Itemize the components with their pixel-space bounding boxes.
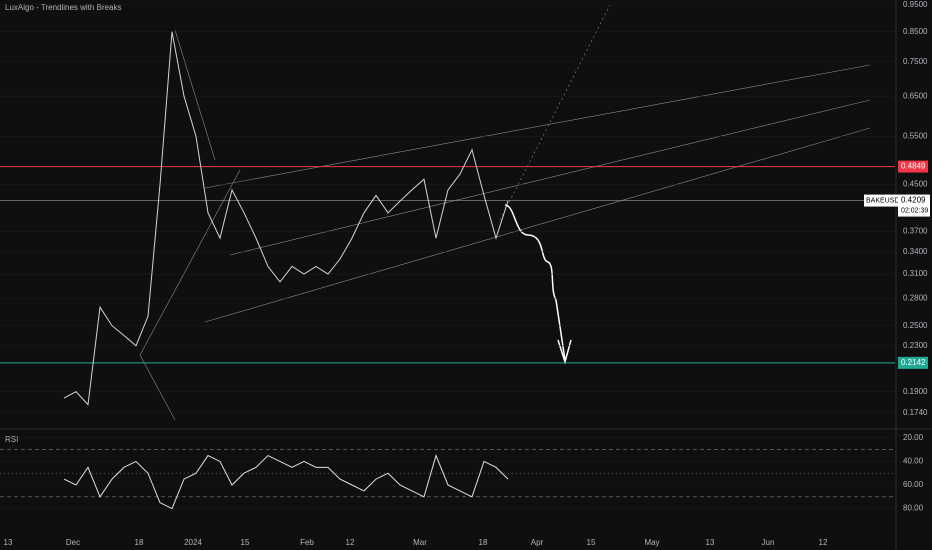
last-price-bg <box>898 194 930 217</box>
x-tick-label: 15 <box>241 538 250 547</box>
x-tick-label: 13 <box>706 538 715 547</box>
x-tick-label: 2024 <box>184 538 202 547</box>
symbol-bg <box>864 194 898 207</box>
y-tick-label: 0.2800 <box>903 294 928 303</box>
y-tick-label: 0.4500 <box>903 180 928 189</box>
y-tick-label: 40.00 <box>903 457 924 466</box>
x-tick-label: May <box>644 538 659 547</box>
x-tick-label: 12 <box>819 538 828 547</box>
y-tick-label: 0.1740 <box>903 408 928 417</box>
x-tick-label: Feb <box>300 538 314 547</box>
symbol-label: BAKEUSDT <box>866 197 904 204</box>
y-tick-label: 20.00 <box>903 433 924 442</box>
arrow-head <box>557 339 572 365</box>
y-tick-label: 0.5500 <box>903 131 928 140</box>
x-tick-label: 13 <box>4 538 13 547</box>
y-tick-label: 0.1900 <box>903 387 928 396</box>
x-tick-label: Dec <box>66 538 80 547</box>
x-tick-label: 12 <box>346 538 355 547</box>
x-tick-label: Mar <box>413 538 427 547</box>
forecast-arrow <box>504 204 566 361</box>
level-label: 0.2142 <box>901 358 926 367</box>
y-tick-label: 0.2300 <box>903 341 928 350</box>
trendlines <box>139 4 871 421</box>
y-tick-label: 0.9500 <box>903 0 928 9</box>
x-tick-label: 18 <box>479 538 488 547</box>
y-tick-label: 80.00 <box>903 504 924 513</box>
series-line <box>63 454 509 510</box>
y-tick-label: 0.7500 <box>903 57 928 66</box>
y-tick-label: 0.6500 <box>903 91 928 100</box>
x-tick-label: 15 <box>587 538 596 547</box>
chart-title: LuxAlgo - Trendlines with Breaks <box>5 3 122 12</box>
y-tick-label: 0.3400 <box>903 247 928 256</box>
series-line <box>63 31 509 406</box>
x-tick-label: Apr <box>531 538 544 547</box>
level-label-bg <box>898 160 928 173</box>
level-label-bg <box>898 356 928 369</box>
level-label: 0.4849 <box>901 162 926 171</box>
y-tick-label: 0.3700 <box>903 227 928 236</box>
x-tick-label: Jun <box>762 538 775 547</box>
countdown: 02:02:39 <box>901 207 928 214</box>
last-price-label: 0.4209 <box>901 196 926 205</box>
y-tick-label: 0.8500 <box>903 27 928 36</box>
y-tick-label: 0.2500 <box>903 321 928 330</box>
y-tick-label: 60.00 <box>903 480 924 489</box>
rsi-title: RSI <box>5 435 18 444</box>
x-tick-label: 18 <box>135 538 144 547</box>
y-tick-label: 0.3100 <box>903 269 928 278</box>
